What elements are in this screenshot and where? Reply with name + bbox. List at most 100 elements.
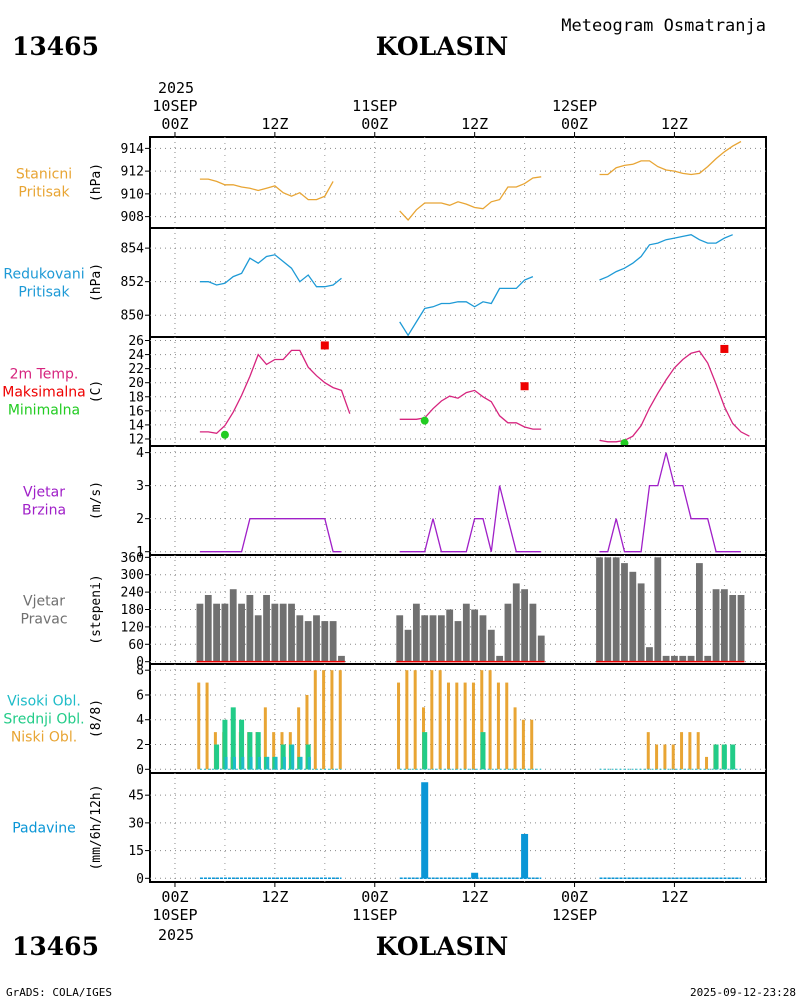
station_pressure-ytick-label: 908: [121, 210, 144, 225]
reduced_pressure-ylabel: (hPa): [89, 263, 104, 302]
wind-dir-bar: [496, 655, 504, 662]
temperature-title-line: Minimalna: [8, 403, 80, 419]
temperature-ytick-label: 12: [128, 432, 144, 447]
station_pressure-frame: [149, 136, 767, 229]
wind-dir-bar: [196, 603, 204, 662]
wind_direction-title-line: Vjetar: [23, 594, 65, 610]
cloud-bar: [322, 670, 326, 770]
wind-dir-bar: [512, 583, 520, 662]
reduced_pressure-ytick-label: 852: [121, 275, 144, 290]
wind-dir-bar: [662, 655, 670, 662]
cloud-bar: [463, 682, 467, 770]
precipitation-ytick-label: 0: [136, 872, 144, 887]
cloud-bar: [330, 670, 334, 770]
wind_direction-ytick-label: 300: [121, 568, 144, 583]
reduced_pressure-series-line: [599, 234, 733, 281]
temperature-series-line: [399, 389, 542, 430]
wind-dir-bar: [712, 589, 720, 662]
time-tick-label-bottom: 12Z: [461, 888, 488, 906]
station_pressure-ytick-label: 914: [121, 142, 145, 157]
wind-dir-bar: [612, 557, 620, 662]
station-id-top: 13465: [12, 32, 99, 61]
wind_speed-title-line: Brzina: [22, 503, 66, 519]
time-tick-label-top: 12Z: [461, 115, 488, 133]
station_pressure-title-line: Stanicni: [16, 167, 72, 183]
date-label-bottom: 12SEP: [552, 906, 597, 924]
time-tick-label-bottom: 12Z: [661, 888, 688, 906]
wind-dir-bar: [213, 603, 220, 662]
wind_direction-ytick-label: 240: [121, 586, 144, 601]
wind_direction-ytick-label: 0: [136, 655, 144, 670]
wind-dir-bar: [296, 615, 304, 662]
reduced_pressure-series-line: [399, 275, 534, 337]
temperature-ytick-label: 24: [128, 348, 144, 363]
cloud-bar: [422, 732, 428, 770]
wind-dir-bar: [504, 603, 512, 662]
station_pressure-ytick-label: 912: [121, 165, 144, 180]
wind-dir-bar: [279, 603, 287, 662]
temperature-frame: [149, 336, 767, 447]
wind-dir-bar: [671, 655, 678, 662]
precipitation-ytick-label: 45: [128, 789, 144, 804]
cloud-bar: [305, 694, 309, 770]
wind-dir-bar: [596, 557, 603, 662]
station_pressure-ytick-label: 910: [121, 187, 144, 202]
cloud-bar: [297, 707, 301, 770]
wind-dir-bar: [288, 603, 295, 662]
wind-dir-bar: [404, 629, 412, 662]
cloud-bar: [413, 670, 417, 770]
cloud-bar: [646, 732, 650, 770]
wind-dir-bar: [687, 655, 695, 662]
meteogram-subtitle: Meteogram Osmatranja: [561, 16, 766, 36]
year-label-top: 2025: [158, 79, 194, 97]
temperature-ytick-label: 16: [128, 404, 144, 419]
date-label-bottom: 10SEP: [152, 906, 197, 924]
cloud-bar: [247, 732, 253, 770]
temperature-ytick-label: 20: [128, 376, 144, 391]
cloud-bar: [530, 719, 534, 770]
wind_speed-series-line: [599, 452, 741, 553]
wind_speed-ytick-label: 4: [136, 446, 144, 461]
clouds-ytick-label: 2: [136, 738, 144, 753]
reduced_pressure-title-line: Pritisak: [18, 285, 70, 301]
cloud-bar: [655, 744, 659, 770]
wind_speed-ytick-label: 2: [136, 512, 144, 527]
cloud-bar: [480, 732, 486, 770]
cloud-bar: [282, 756, 286, 770]
station_pressure-series-line: [599, 140, 742, 176]
wind-dir-bar: [704, 655, 712, 662]
cloud-bar: [239, 719, 245, 770]
wind-dir-bar: [729, 595, 737, 662]
wind-dir-bar: [487, 629, 495, 662]
wind-dir-bar: [429, 615, 437, 662]
precip-bar: [471, 872, 479, 879]
wind_speed-ytick-label: 1: [136, 545, 144, 560]
year-label-bottom: 2025: [158, 926, 194, 944]
wind-dir-bar: [471, 609, 479, 662]
temperature-title-line: Maksimalna: [2, 385, 86, 401]
cloud-bar: [488, 670, 492, 770]
cloud-bar: [263, 707, 267, 770]
cloud-bar: [680, 732, 684, 770]
station_pressure-title-line: Pritisak: [18, 185, 70, 201]
cloud-bar: [299, 756, 303, 770]
wind-dir-bar: [238, 603, 245, 662]
cloud-bar: [214, 744, 220, 770]
cloud-bar: [705, 756, 709, 770]
wind-dir-bar: [246, 595, 254, 662]
cloud-bar: [405, 670, 409, 770]
wind-dir-bar: [254, 615, 262, 662]
wind-dir-bar: [521, 589, 528, 662]
cloud-bar: [513, 707, 517, 770]
precipitation-title-line: Padavine: [12, 821, 76, 837]
wind-dir-bar: [479, 615, 487, 662]
cloud-bar: [274, 756, 278, 770]
wind-dir-bar: [646, 647, 653, 662]
wind-dir-bar: [454, 621, 462, 662]
tmax-marker: [520, 382, 529, 391]
precipitation-ytick-label: 30: [128, 816, 144, 831]
cloud-bar: [505, 682, 509, 770]
precipitation-ytick-label: 15: [128, 844, 144, 859]
wind_direction-ytick-label: 360: [121, 551, 144, 566]
temperature-series-line: [599, 350, 750, 443]
